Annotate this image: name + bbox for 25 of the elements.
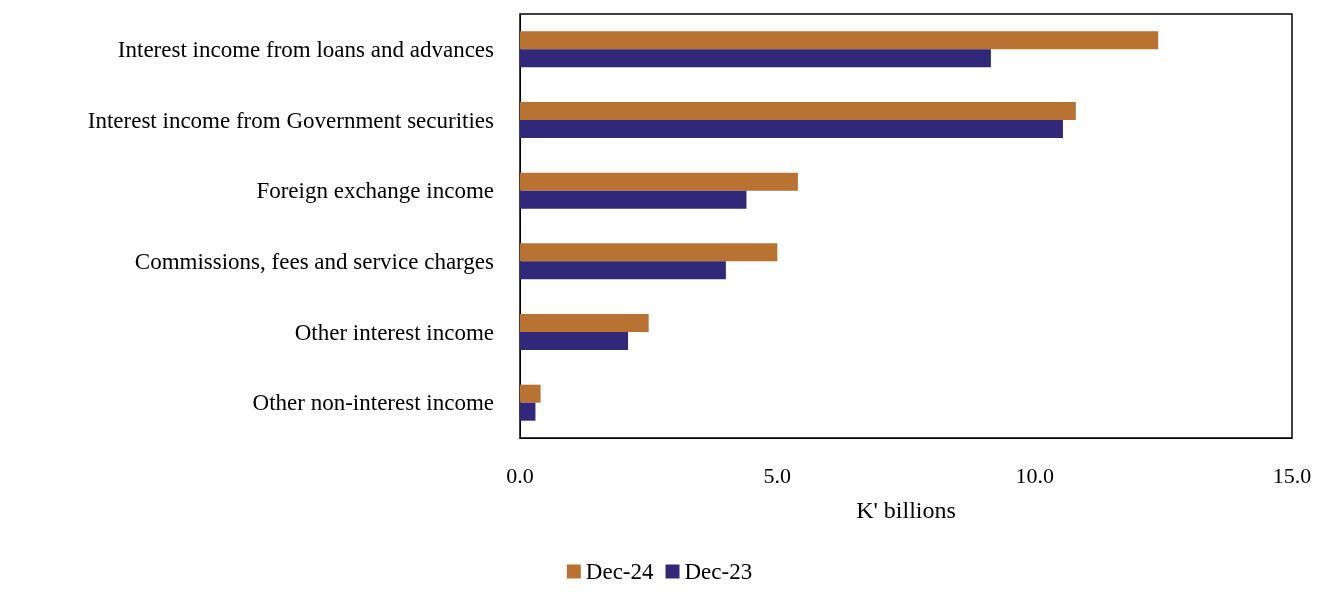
x-axis-title: K' billions xyxy=(856,497,956,523)
x-tick-label: 5.0 xyxy=(763,462,792,488)
y-tick-label: Interest income from loans and advances xyxy=(117,36,495,62)
x-tick-label: 15.0 xyxy=(1272,462,1312,488)
bar xyxy=(520,190,747,209)
legend-label: Dec-24 xyxy=(585,559,654,584)
y-tick-label: Other interest income xyxy=(294,319,494,345)
bar xyxy=(520,102,1076,120)
bar xyxy=(520,261,726,280)
legend-label: Dec-23 xyxy=(684,559,753,584)
bar xyxy=(520,120,1063,138)
x-tick-label: 0.0 xyxy=(506,462,534,488)
y-tick-label: Other non-interest income xyxy=(252,390,494,416)
bar xyxy=(520,314,649,332)
bar xyxy=(520,332,629,350)
bar xyxy=(520,384,541,403)
y-tick-label: Interest income from Government securities xyxy=(87,107,495,133)
bar xyxy=(520,243,778,262)
y-tick-label: Foreign exchange income xyxy=(256,178,494,204)
y-tick-label: Commissions, fees and service charges xyxy=(134,248,495,274)
x-tick-label: 10.0 xyxy=(1015,462,1054,488)
bar xyxy=(520,49,991,68)
bar xyxy=(520,31,1159,50)
bar xyxy=(520,402,536,421)
bar xyxy=(520,172,798,191)
